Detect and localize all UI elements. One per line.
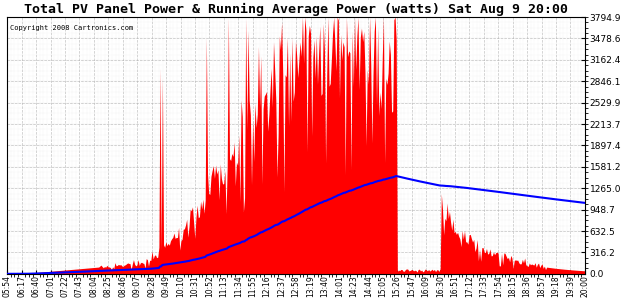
Text: Copyright 2008 Cartronics.com: Copyright 2008 Cartronics.com bbox=[10, 25, 134, 31]
Title: Total PV Panel Power & Running Average Power (watts) Sat Aug 9 20:00: Total PV Panel Power & Running Average P… bbox=[24, 3, 568, 16]
